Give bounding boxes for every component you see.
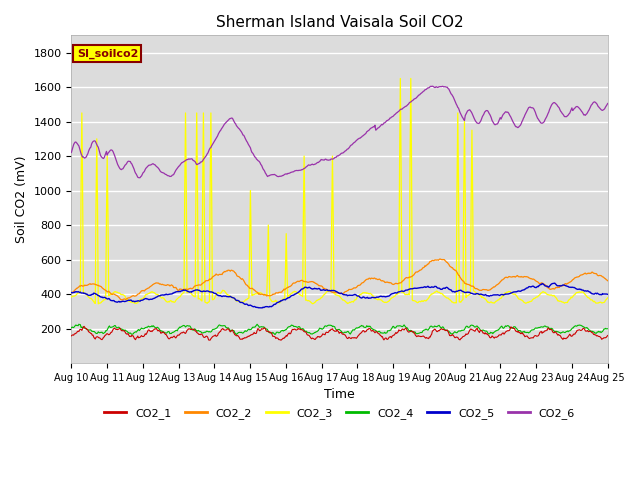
Y-axis label: Soil CO2 (mV): Soil CO2 (mV) [15, 156, 28, 243]
Text: SI_soilco2: SI_soilco2 [77, 48, 138, 59]
X-axis label: Time: Time [324, 388, 355, 401]
Title: Sherman Island Vaisala Soil CO2: Sherman Island Vaisala Soil CO2 [216, 15, 463, 30]
Legend: CO2_1, CO2_2, CO2_3, CO2_4, CO2_5, CO2_6: CO2_1, CO2_2, CO2_3, CO2_4, CO2_5, CO2_6 [100, 403, 580, 423]
